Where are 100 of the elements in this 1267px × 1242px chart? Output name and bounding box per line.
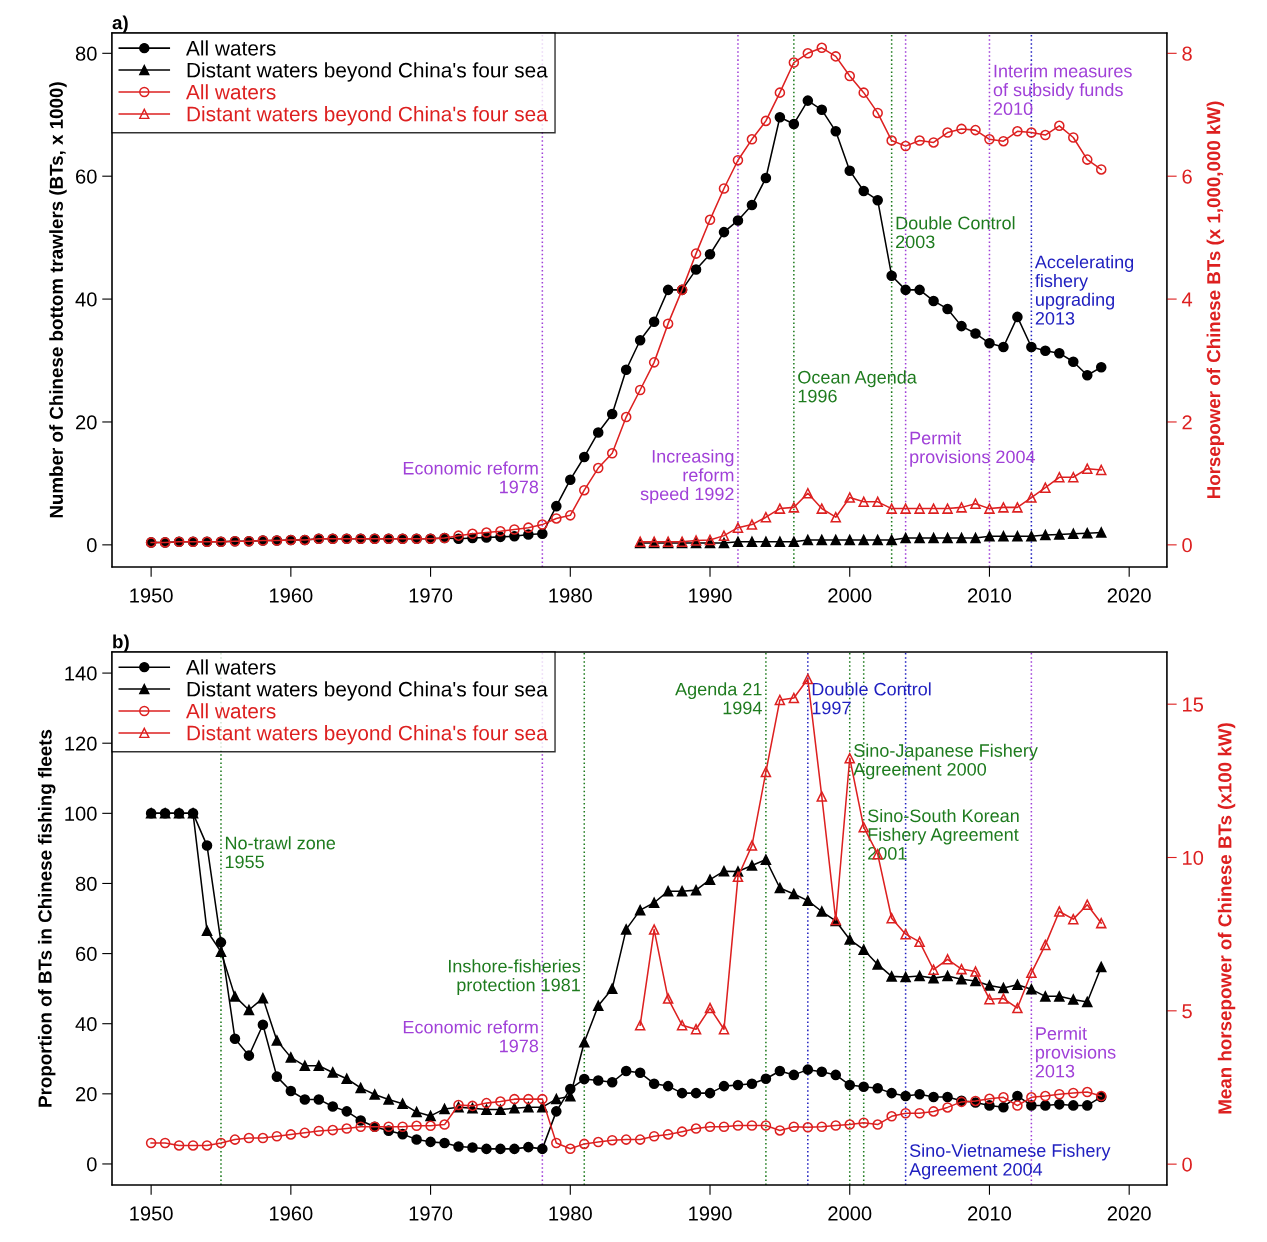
x-tick-label: 1970 [409,1206,453,1221]
point [858,496,869,508]
point [984,993,995,1005]
point [900,503,911,514]
point [1095,917,1107,929]
y-tick-label: 60 [76,169,97,184]
point [802,673,814,685]
y2-tick-label: 6 [1182,169,1192,184]
point [956,502,967,513]
y-tick-label: 80 [75,46,97,61]
point [732,522,744,533]
point [1081,899,1093,911]
point [1012,1002,1023,1014]
point [1095,464,1107,476]
y-tick-label: 60 [76,946,97,962]
annotation: Double Control 2003 [896,216,1015,249]
legend-label: All waters [186,40,276,56]
point [718,1023,730,1035]
point [676,1019,688,1031]
x-tick-label: 1960 [269,588,313,603]
point [718,530,730,541]
point [1040,939,1051,951]
y-tick-label: 140 [65,666,97,681]
legend-label: All waters [186,659,276,675]
point [984,503,995,514]
point [956,963,967,975]
x-tick-label: 2010 [968,1206,1012,1221]
y-axis-title: Number of Chinese bottom trawlers (BTs, x 1000) [49,82,67,518]
y-tick-label: 100 [65,806,97,821]
x-tick-label: 2020 [1107,1206,1151,1221]
point [1026,492,1037,503]
point [1040,482,1051,493]
y2-tick-label: 15 [1183,697,1204,712]
point [970,966,981,977]
point [1081,463,1093,474]
point [942,503,953,514]
point [858,821,869,833]
x-tick-label: 1980 [549,1206,592,1221]
y2-axis-title: Horsepower of Chinese BTs (x 1,000,000 kW) [1206,101,1225,499]
annotation: Inshore-fisheries protection 1981 [448,959,581,995]
chart-title: b) [113,634,129,653]
point [760,766,772,778]
annotation: Economic reform 1978 [403,461,539,494]
y-tick-label: 120 [65,736,97,751]
point [788,692,800,704]
legend-label: All waters [186,703,276,719]
y-tick-label: 20 [76,1087,97,1102]
y2-tick-label: 10 [1183,850,1204,865]
point [1068,913,1079,925]
point [928,964,939,976]
point [732,871,744,883]
legend-label: Distant waters beyond China's four sea [187,681,548,701]
x-tick-label: 1950 [130,1206,173,1221]
x-tick-label: 1960 [269,1206,313,1221]
point [886,912,897,924]
annotation: Ocean Agenda 1996 [798,370,917,403]
point [942,954,953,965]
point [1068,471,1079,483]
y2-tick-label: 5 [1182,1004,1192,1019]
x-tick-label: 2020 [1107,588,1151,603]
point [1012,502,1023,513]
x-tick-label: 1990 [689,588,732,603]
annotation: Sino-Vietnamese Fishery Agreement 2004 [909,1143,1111,1180]
point [802,487,814,499]
point [1054,471,1065,483]
annotation: Interim measures of subsidy funds 2010 [993,64,1132,116]
y-axis-title: Proportion of BTs in Chinese fishing fleets [37,729,56,1107]
point [998,502,1009,513]
legend-label: Distant waters beyond China's four sea [187,62,548,82]
legend-label: All waters [186,84,276,100]
point [760,511,772,523]
annotation: Increasing reform speed 1992 [640,449,734,504]
point [648,924,660,935]
annotation: Agenda 21 1994 [675,682,762,715]
annotation: Accelerating fishery upgrading 2013 [1034,255,1134,325]
y-tick-label: 0 [87,1157,97,1172]
point [914,936,925,948]
y2-tick-label: 4 [1181,292,1193,307]
y2-tick-label: 8 [1182,46,1192,61]
y2-tick-label: 0 [1182,1157,1192,1172]
point [816,503,828,514]
point [662,993,674,1004]
point [634,1019,646,1031]
point [774,503,786,514]
point [872,496,883,508]
y2-axis-title: Mean horsepower of Chinese BTs (x100 kW) [1217,723,1236,1114]
x-tick-label: 1970 [409,588,453,603]
point [1026,967,1037,979]
point [914,503,925,514]
x-tick-label: 1980 [549,588,592,603]
y2-tick-label: 0 [1182,538,1192,553]
y-tick-label: 80 [75,876,97,891]
annotation: Sino-Japanese Fishery Agreement 2000 [853,743,1038,780]
annotation: No-trawl zone 1955 [225,836,336,869]
point [830,511,842,523]
point [998,993,1009,1004]
point [774,694,786,706]
x-tick-label: 2000 [828,588,872,603]
point [900,928,911,940]
point [704,1002,716,1014]
